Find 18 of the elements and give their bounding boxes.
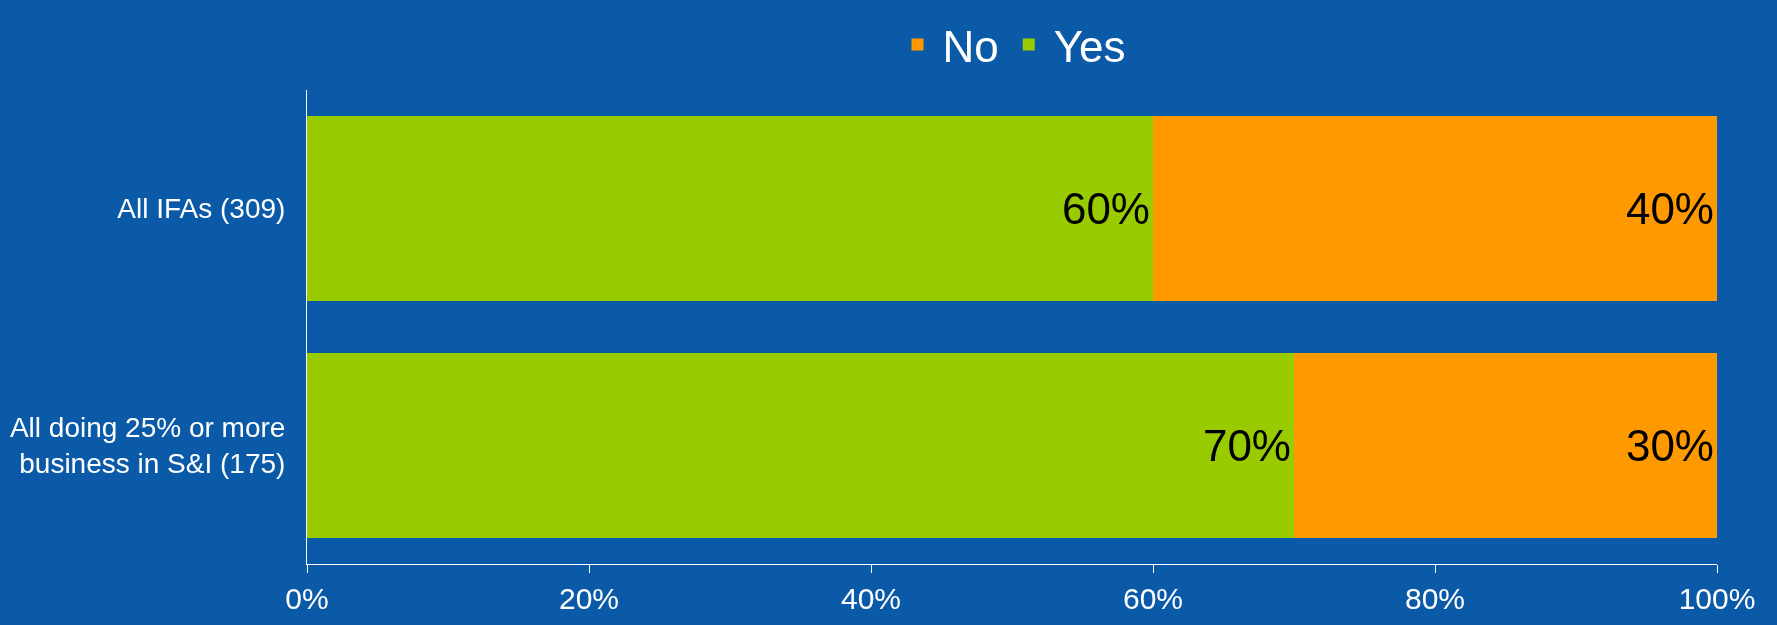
bar xyxy=(307,353,1294,538)
legend-label: Yes xyxy=(1053,21,1126,71)
y-tick-label: All doing 25% or more business in S&I (175) xyxy=(9,412,286,480)
x-tick-label: 40% xyxy=(840,582,902,615)
x-tick-label: 20% xyxy=(558,582,620,615)
x-tick-label: 0% xyxy=(285,582,329,615)
bar xyxy=(1294,353,1717,538)
data-label: 70% xyxy=(1202,421,1291,470)
data-label: 40% xyxy=(1625,184,1714,233)
y-tick-label: All IFAs (309) xyxy=(117,193,286,225)
bar xyxy=(307,116,1153,301)
data-label: 30% xyxy=(1625,421,1714,470)
x-tick-label: 100% xyxy=(1678,582,1756,615)
legend-label: No xyxy=(942,21,999,71)
bar xyxy=(1153,116,1717,301)
data-label: 60% xyxy=(1061,184,1150,233)
x-tick-label: 60% xyxy=(1122,582,1184,615)
x-tick-label: 80% xyxy=(1404,582,1466,615)
